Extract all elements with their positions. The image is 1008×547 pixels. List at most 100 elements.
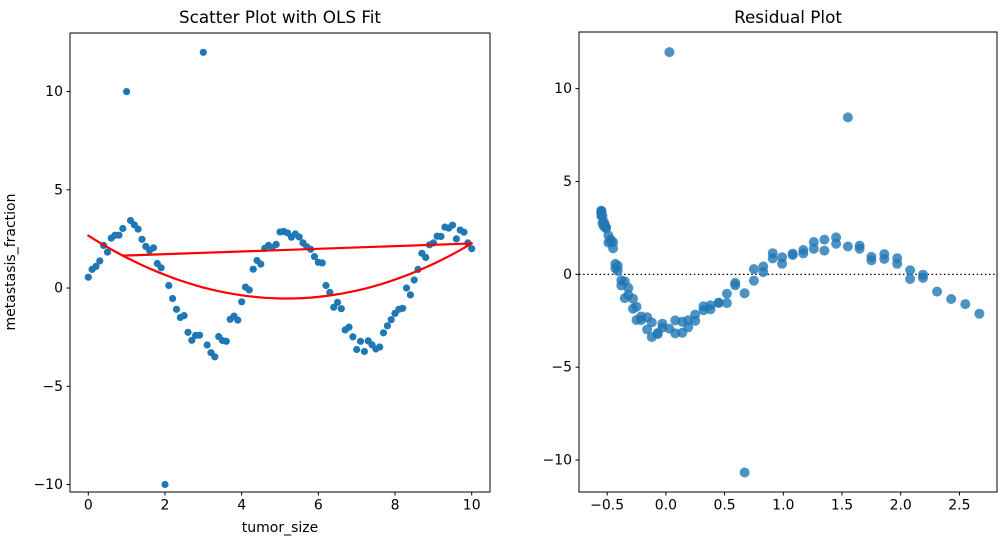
data-point [188,336,196,344]
x-tick-label: 1.5 [831,498,853,514]
data-point [448,221,457,229]
data-point [172,305,181,313]
data-point [165,281,173,290]
data-point [777,258,788,269]
data-point [245,286,253,294]
data-point [721,298,732,309]
x-tick-label: 1.0 [772,498,794,514]
data-point [468,245,476,253]
y-tick-label: 0 [563,267,572,283]
data-point [149,244,158,252]
ols-fit-segment [121,242,473,257]
data-point [345,323,353,331]
y-tick-label: 10 [45,84,63,100]
data-point [203,341,211,349]
data-point [721,288,732,299]
data-point [905,274,916,284]
x-tick-label: 2.0 [890,498,912,514]
data-point [670,315,681,326]
x-tick-label: 10 [463,498,481,514]
x-tick-label: 8 [391,498,400,514]
y-tick-label: 5 [563,174,572,190]
data-point [831,238,842,249]
x-tick-label: 0.0 [655,498,677,514]
data-point [353,345,361,354]
data-point [713,297,724,308]
y-tick-label: 0 [54,281,63,297]
data-point [333,298,342,306]
scatter-ols-subplot: 0 2 4 6 8 10 −10 −5 0 5 10 Scatter Plot with OLS F… [3,7,491,536]
data-point [356,337,365,345]
data-point [123,88,131,96]
data-point [238,298,246,306]
data-point [103,248,112,256]
y-tick-label: −5 [551,360,572,376]
data-point [422,253,430,261]
data-point [854,240,865,251]
y-tick-label: −10 [33,477,63,493]
data-point [272,240,280,248]
y-tick-label: −10 [542,453,572,469]
data-point [387,316,395,324]
x-tick-label: 6 [314,498,323,514]
axes-spines [69,32,491,493]
x-tick-label: 0 [84,498,93,514]
data-point [161,480,169,489]
scatter-points [84,48,476,489]
data-point [690,309,701,320]
residual-axes: −0.5 0.0 0.5 1.0 1.5 2.0 2.5 −10 −5 0 5 10 [542,31,998,514]
data-point [169,294,177,303]
data-point [180,312,188,320]
data-point [96,257,104,265]
x-tick-label: 2.5 [948,498,970,514]
data-point [677,327,688,338]
data-point [119,224,127,233]
data-point [452,235,460,243]
data-point [608,237,619,248]
data-point [819,234,830,245]
data-point [211,353,219,361]
data-point [664,47,675,58]
data-point [866,255,877,266]
data-point [842,241,853,252]
data-point [322,281,330,290]
data-point [410,276,418,284]
data-point [318,259,326,267]
data-point [184,328,192,336]
axes-spines [578,31,998,493]
data-point [249,265,257,273]
data-point [612,265,623,276]
data-point [819,245,830,256]
data-point [892,253,903,264]
x-tick-label: 2 [161,498,170,514]
y-tick-label: 5 [54,182,63,198]
data-point [257,260,265,268]
data-point [905,265,916,276]
data-point [646,317,657,328]
data-point [798,248,809,259]
data-point [748,264,759,275]
left-plot-ylabel: metastasis_fraction [3,194,19,331]
data-point [379,329,388,337]
right-plot-title: Residual Plot [734,7,842,27]
data-point [349,333,357,341]
data-point [748,275,759,286]
data-point [157,264,165,272]
data-point [330,303,338,311]
data-point [115,231,123,239]
data-point [84,273,92,281]
data-point [960,299,971,310]
data-point [698,305,709,316]
data-point [295,233,303,241]
data-point [134,225,142,233]
data-point [787,248,798,259]
data-point [974,308,985,319]
data-point [383,322,391,330]
data-point [636,311,647,322]
data-point [683,315,694,326]
data-point [195,331,204,339]
left-plot-title: Scatter Plot with OLS Fit [179,7,381,27]
data-point [402,284,411,292]
